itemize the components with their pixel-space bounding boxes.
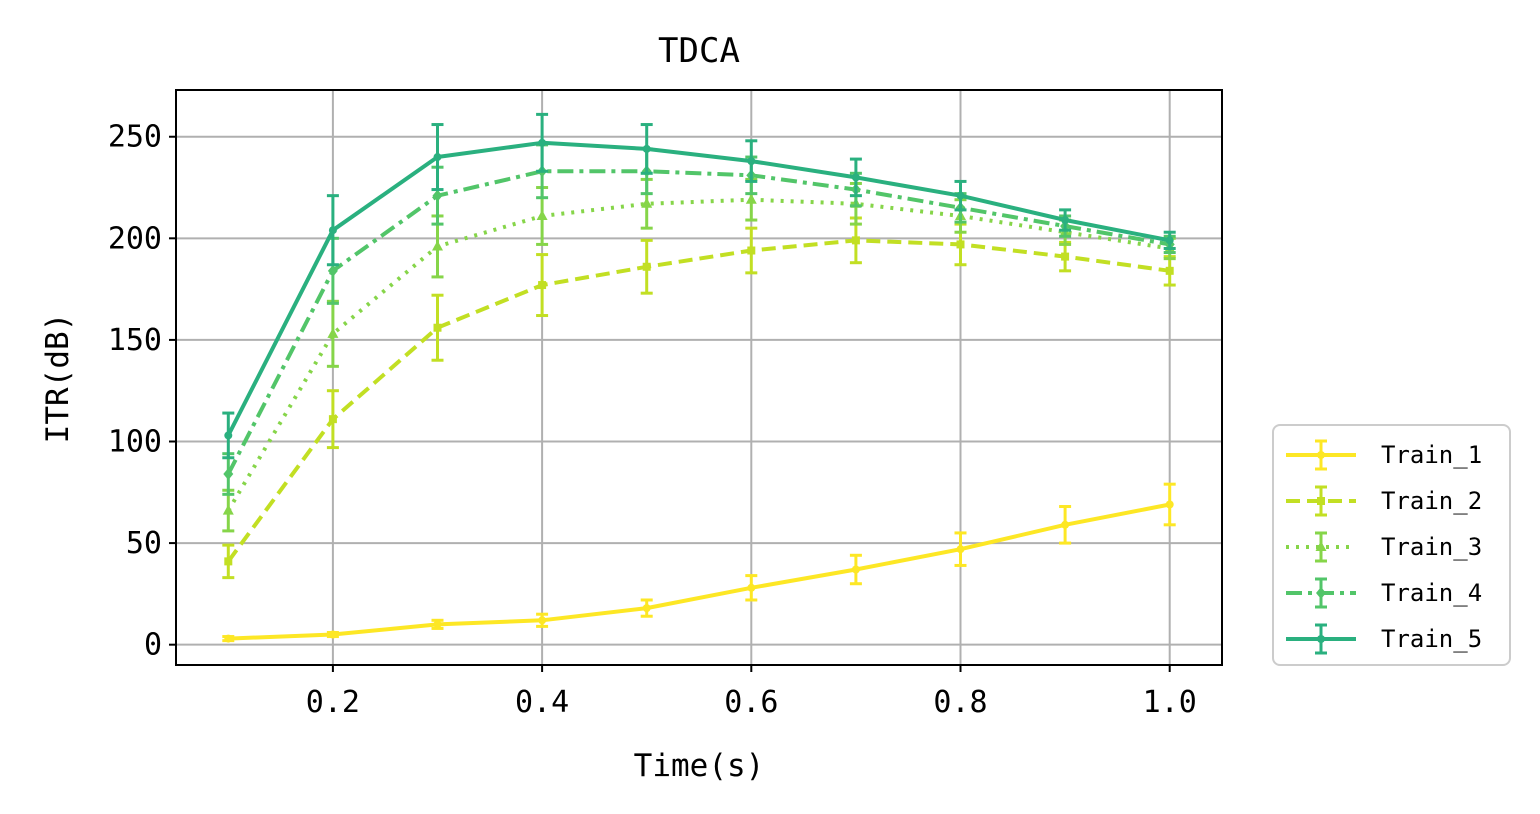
series-line [228, 502, 1171, 641]
series-train-1 [222, 482, 1176, 643]
x-tick-label: 0.2 [306, 685, 360, 720]
data-point [642, 262, 651, 271]
grid [176, 90, 1222, 665]
data-point [642, 604, 651, 613]
legend-item-train-5: Train_5 [1286, 623, 1482, 655]
legend-label: Train_3 [1381, 533, 1482, 561]
legend-marker [1315, 541, 1327, 551]
data-point [433, 323, 442, 332]
y-ticks: 0 50 100 150 200 250 [108, 120, 176, 663]
series-line [226, 169, 1171, 475]
legend-label: Train_1 [1381, 441, 1482, 469]
data-point [851, 173, 860, 182]
data-point [851, 565, 860, 574]
series-train-2 [222, 216, 1176, 580]
data-point [1165, 266, 1174, 275]
data-point [327, 327, 339, 338]
data-point [538, 281, 547, 290]
x-tick-label: 0.4 [515, 685, 569, 720]
data-point [224, 634, 233, 643]
series-train-5 [222, 112, 1176, 460]
legend-item-train-2: Train_2 [1286, 485, 1482, 517]
y-axis-label: ITR(dB) [40, 313, 76, 444]
data-point [538, 138, 547, 147]
data-point [956, 545, 965, 554]
data-point [747, 157, 756, 166]
data-point [1165, 236, 1174, 245]
data-point [642, 144, 651, 153]
y-tick-label: 200 [108, 221, 162, 256]
data-point [433, 620, 442, 629]
data-point [432, 189, 443, 202]
legend-label: Train_4 [1381, 579, 1482, 607]
data-point [1061, 520, 1070, 529]
x-tick-label: 1.0 [1143, 685, 1197, 720]
y-tick-label: 0 [144, 628, 162, 663]
data-point [747, 583, 756, 592]
legend: Train_1 Train_2 Train_3 Train_4 Train_5 [1272, 424, 1511, 666]
data-point [328, 226, 337, 235]
legend-marker [1317, 635, 1325, 643]
data-point [1165, 500, 1174, 509]
data-point [433, 153, 442, 162]
legend-item-train-1: Train_1 [1286, 439, 1482, 471]
series-line [226, 197, 1171, 512]
series-line [226, 140, 1171, 437]
data-point [851, 236, 860, 245]
series-line [226, 238, 1170, 563]
legend-marker [1317, 497, 1325, 505]
data-point [536, 209, 548, 220]
data-point [328, 415, 337, 424]
data-point [1061, 252, 1070, 261]
x-tick-label: 0.6 [724, 685, 778, 720]
data-point [328, 630, 337, 639]
data-point [1061, 216, 1070, 225]
x-tick-label: 0.8 [933, 685, 987, 720]
data-point [224, 431, 233, 440]
data-point [747, 246, 756, 255]
plot-frame [175, 89, 1223, 666]
y-tick-label: 50 [126, 526, 162, 561]
legend-box [1272, 424, 1511, 666]
y-tick-label: 150 [108, 323, 162, 358]
data-point [745, 193, 757, 204]
x-axis-label: Time(s) [634, 748, 765, 784]
chart-title: TDCA [658, 31, 740, 71]
data-point [223, 468, 234, 481]
y-tick-label: 250 [108, 120, 162, 155]
data-point [224, 557, 233, 566]
data-point [956, 240, 965, 249]
legend-label: Train_2 [1381, 487, 1482, 515]
legend-label: Train_5 [1381, 625, 1482, 653]
legend-marker [1317, 451, 1325, 459]
y-tick-label: 100 [108, 425, 162, 460]
data-point [538, 616, 547, 625]
series-train-3 [222, 177, 1176, 533]
data-point [327, 264, 338, 277]
data-point [956, 191, 965, 200]
legend-item-train-4: Train_4 [1286, 577, 1482, 609]
x-ticks: 0.2 0.4 0.6 0.8 1.0 [306, 665, 1197, 720]
plot-series [222, 112, 1176, 643]
data-point [222, 504, 234, 515]
legend-marker [1316, 587, 1326, 599]
legend-item-train-3: Train_3 [1286, 531, 1482, 563]
data-point [641, 197, 653, 208]
data-point [432, 240, 443, 251]
